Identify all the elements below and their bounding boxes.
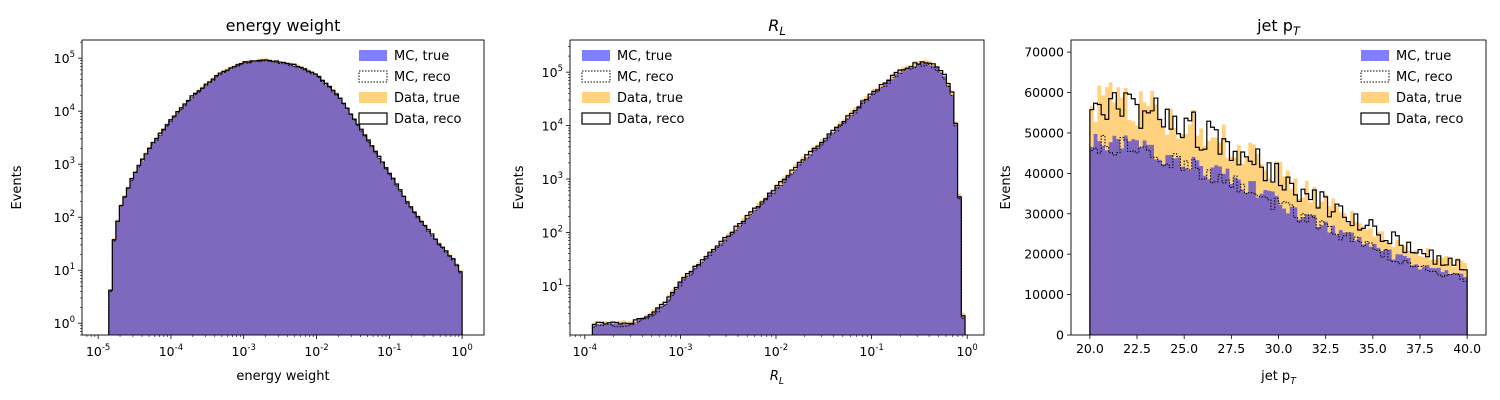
axes-frame <box>81 39 485 336</box>
y-tick-label: 70000 <box>1024 45 1064 60</box>
y-tick-label: 102 <box>542 224 563 240</box>
legend: MC, true MC, reco Data, true Data, reco <box>358 49 462 127</box>
x-tick-label: 100 <box>957 343 978 359</box>
hist-data-reco <box>1089 92 1468 335</box>
y-tick-label: 10000 <box>1024 287 1064 302</box>
y-tick-label: 40000 <box>1024 166 1064 181</box>
hist-mc-true <box>108 59 463 336</box>
y-tick-label: 102 <box>54 209 75 225</box>
y-tick-label: 103 <box>542 171 563 187</box>
hist-mc-true <box>1089 133 1468 335</box>
legend-label: MC, reco <box>1396 70 1453 85</box>
legend-swatch-data-true <box>359 92 387 103</box>
x-tick-label: 10-1 <box>377 343 401 359</box>
y-tick-label: 103 <box>54 156 75 172</box>
y-tick-label: 60000 <box>1024 85 1064 100</box>
legend-swatch-mc-true <box>1361 50 1389 61</box>
y-tick-label: 50000 <box>1024 125 1064 140</box>
panel-1: 10-5 10-4 10-3 10-2 10-1 100 100 101 102 103 104 10… <box>10 16 485 384</box>
y-tick-label: 105 <box>542 64 563 80</box>
x-tick-label: 37.5 <box>1406 341 1434 356</box>
x-tick-label: 10-1 <box>859 343 883 359</box>
y-tick-label: 20000 <box>1024 247 1064 262</box>
y-tick-label: 105 <box>54 50 75 66</box>
y-tick-label: 101 <box>542 278 563 294</box>
legend: MC, true MC, reco Data, true Data, reco <box>581 49 685 127</box>
x-tick-label: 10-3 <box>232 343 256 359</box>
x-tick-label: 22.5 <box>1123 341 1151 356</box>
y-tick-label: 104 <box>54 103 75 119</box>
legend-label: Data, reco <box>394 112 462 127</box>
legend-label: MC, reco <box>617 70 674 85</box>
legend-label: MC, reco <box>394 70 451 85</box>
x-axis-label: RL <box>770 369 784 387</box>
hist-data-reco <box>591 61 966 335</box>
x-tick-label: 20.0 <box>1076 341 1104 356</box>
hist-mc-reco <box>591 63 966 335</box>
x-tick-label: 100 <box>451 343 472 359</box>
x-tick-label: 10-2 <box>304 343 328 359</box>
legend-swatch-mc-true <box>582 50 610 61</box>
legend-swatch-data-reco <box>1360 112 1390 125</box>
x-tick-label: 32.5 <box>1312 341 1340 356</box>
y-axis-label: Events <box>10 165 25 209</box>
legend: MC, true MC, reco Data, true Data, reco <box>1360 49 1464 127</box>
x-axis-label: energy weight <box>236 369 329 384</box>
x-tick-label: 10-4 <box>573 343 597 359</box>
x-tick-label: 10-4 <box>159 343 183 359</box>
legend-label: MC, true <box>617 49 672 64</box>
legend-label: Data, reco <box>617 112 685 127</box>
x-tick-label: 10-5 <box>86 343 110 359</box>
legend-label: Data, true <box>617 91 683 106</box>
panel-2: 10-4 10-3 10-2 10-1 100 101 102 103 104 105 RL RL Ev… <box>512 16 985 387</box>
legend-label: Data, true <box>1396 91 1462 106</box>
legend-swatch-data-true <box>582 92 610 103</box>
y-axis-label: Events <box>999 165 1014 209</box>
y-tick-label: 0 <box>1056 328 1064 343</box>
y-tick-label: 104 <box>542 118 563 134</box>
chart-title: jet pT <box>1256 16 1301 38</box>
x-tick-label: 35.0 <box>1359 341 1387 356</box>
hist-mc-true <box>592 62 966 335</box>
hist-data-reco <box>108 59 463 335</box>
legend-label: MC, true <box>394 49 449 64</box>
y-tick-label: 30000 <box>1024 206 1064 221</box>
legend-label: Data, true <box>394 91 460 106</box>
chart-title: energy weight <box>226 16 341 35</box>
legend-swatch-data-reco <box>581 112 611 125</box>
x-tick-label: 10-2 <box>764 343 788 359</box>
x-tick-label: 40.0 <box>1453 341 1481 356</box>
y-tick-label: 101 <box>54 262 75 278</box>
x-tick-label: 27.5 <box>1217 341 1245 356</box>
legend-swatch-data-true <box>1361 92 1389 103</box>
x-tick-label: 10-3 <box>668 343 692 359</box>
x-axis-label: jet pT <box>1260 369 1297 387</box>
legend-swatch-mc-reco <box>358 70 388 83</box>
chart-title: RL <box>768 16 786 38</box>
legend-swatch-mc-true <box>359 50 387 61</box>
y-axis-label: Events <box>512 165 527 209</box>
legend-swatch-mc-reco <box>581 70 611 83</box>
y-tick-label: 100 <box>54 315 75 331</box>
legend-swatch-data-reco <box>358 112 388 125</box>
legend-label: Data, reco <box>1396 112 1464 127</box>
legend-swatch-mc-reco <box>1360 70 1390 83</box>
x-tick-label: 25.0 <box>1170 341 1198 356</box>
legend-label: MC, true <box>1396 49 1451 64</box>
panel-3: 20.0 22.5 25.0 27.5 30.0 32.5 35.0 37.5 40.0 0 100… <box>999 16 1487 387</box>
x-tick-label: 30.0 <box>1265 341 1293 356</box>
hist-mc-reco <box>1089 134 1468 335</box>
